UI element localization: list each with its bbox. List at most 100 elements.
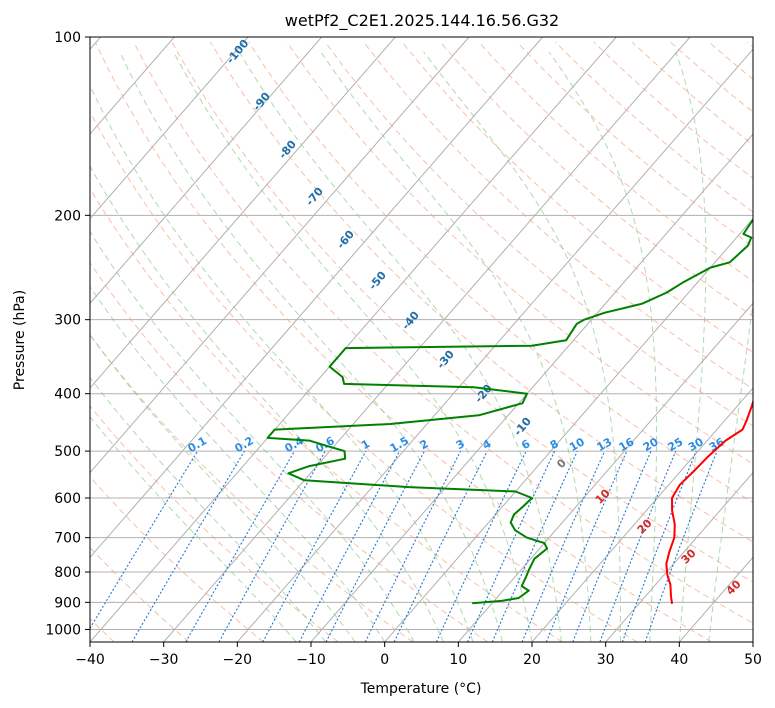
mixing-ratio-line xyxy=(325,450,425,642)
mixing-ratio-line xyxy=(262,450,367,642)
x-axis-ticks: −40 −30 −20 −10 0 10 20 30 40 50 xyxy=(75,642,762,668)
isotherm-line xyxy=(90,37,323,305)
moist-adiabat-line xyxy=(90,285,386,642)
mixing-ratio-lines xyxy=(90,450,718,642)
moist-adiabat-line xyxy=(90,416,297,642)
mixing-ratio-label: 4 xyxy=(480,437,493,452)
x-tick-label: 40 xyxy=(670,652,688,668)
mixing-ratio-line xyxy=(393,450,488,642)
mixing-ratio-line xyxy=(466,450,556,642)
dry-adiabat-line xyxy=(324,41,753,427)
dry-adiabat-label: -90 xyxy=(250,90,273,114)
moist-adiabat-line xyxy=(548,51,657,642)
moist-adiabat-line xyxy=(173,51,533,642)
isotherm-line xyxy=(90,37,617,642)
y-tick-label: 800 xyxy=(54,565,81,581)
dry-adiabat-label: -80 xyxy=(276,138,299,162)
mixing-ratio-line xyxy=(599,450,677,642)
isotherm-line xyxy=(90,37,544,559)
mixing-ratio-line xyxy=(185,450,295,642)
plot-area: -100-90-80-70-60-50-40-30-20-100.1 0.2 0.4… xyxy=(90,37,753,642)
y-tick-label: 100 xyxy=(54,30,81,46)
mixing-ratio-line xyxy=(621,450,697,642)
mixing-ratio-line xyxy=(521,450,606,642)
dry-adiabat-line xyxy=(248,41,753,504)
dry-adiabat-line xyxy=(94,41,712,642)
dry-adiabat-line xyxy=(171,41,753,583)
mixing-ratio-label: 0.4 xyxy=(283,434,307,455)
y-tick-label: 400 xyxy=(54,387,81,403)
x-tick-label: −10 xyxy=(296,652,326,668)
isotherm-line xyxy=(605,471,753,642)
dry-adiabat-label: -40 xyxy=(399,309,422,333)
y-tick-label: 300 xyxy=(54,313,81,329)
dry-adiabat-label: -50 xyxy=(366,269,389,293)
mixing-ratio-line xyxy=(572,450,652,642)
temperature-line xyxy=(665,398,753,604)
y-axis-ticks: 100 200 300 400 500 600 700 800 900 1000 xyxy=(45,30,90,638)
mixing-ratio-label: 8 xyxy=(548,437,561,452)
isotherm-line xyxy=(90,37,249,220)
x-tick-label: −20 xyxy=(223,652,253,668)
dewpoint-line xyxy=(266,217,753,605)
mixing-ratio-line xyxy=(545,450,628,642)
dry-adiabat-label: -30 xyxy=(434,348,457,372)
moist-adiabat-label: 30 xyxy=(679,546,699,566)
dry-adiabat-label: -60 xyxy=(334,228,357,252)
isotherm-line xyxy=(90,37,396,389)
moist-adiabat-line xyxy=(90,165,445,642)
mixing-ratio-line xyxy=(435,450,527,642)
isotherm-line xyxy=(236,48,753,642)
dry-adiabat-label: -20 xyxy=(472,382,495,406)
y-axis-label: Pressure (hPa) xyxy=(12,290,28,390)
moist-adiabat-line xyxy=(238,51,562,642)
y-tick-label: 700 xyxy=(54,531,81,547)
mixing-ratio-line xyxy=(644,450,718,642)
chart-title: wetPf2_C2E1.2025.144.16.56.G32 xyxy=(285,11,559,31)
moist-adiabats xyxy=(90,51,753,642)
y-tick-label: 900 xyxy=(54,595,81,611)
moist-adiabat-label: 40 xyxy=(724,577,744,597)
mixing-ratio-label: 1.5 xyxy=(388,434,411,455)
profile-series xyxy=(266,217,753,605)
plot-frame xyxy=(89,36,754,643)
dry-adiabat-label: -10 xyxy=(511,415,534,439)
x-tick-label: −30 xyxy=(149,652,179,668)
mixing-ratio-line xyxy=(491,450,578,642)
moist-adiabat-line xyxy=(90,84,474,642)
y-tick-label: 1000 xyxy=(45,622,81,638)
x-tick-label: 10 xyxy=(449,652,467,668)
moist-adiabat-line xyxy=(119,51,503,642)
dry-adiabat-line xyxy=(746,41,753,48)
dry-adiabat-line xyxy=(90,187,563,642)
mixing-ratio-label: 1 xyxy=(359,437,372,452)
isotherm-line xyxy=(384,217,753,642)
moist-adiabat-line xyxy=(423,51,621,642)
moist-adiabat-line xyxy=(320,51,592,642)
dry-adiabat-line xyxy=(133,41,753,624)
dry-adiabat-line xyxy=(209,41,753,543)
mixing-ratio-line xyxy=(90,450,199,630)
dry-adiabat-line xyxy=(286,41,753,465)
y-tick-label: 600 xyxy=(54,491,81,507)
dry-adiabat-line xyxy=(90,546,190,642)
isotherm-line xyxy=(90,37,470,474)
isotherm-line xyxy=(752,641,753,642)
x-tick-label: 0 xyxy=(380,652,389,668)
moist-adiabat-line xyxy=(90,376,327,642)
moist-adiabat-line xyxy=(708,299,753,642)
mixing-ratio-label: 6 xyxy=(519,437,532,452)
moist-adiabat-line xyxy=(90,334,356,642)
x-tick-label: −40 xyxy=(75,652,105,668)
mixing-ratio-line xyxy=(298,450,401,642)
dry-adiabat-line xyxy=(90,261,488,642)
moist-adiabat-line xyxy=(675,51,707,642)
dry-adiabat-line xyxy=(90,405,339,642)
dry-adiabat-line xyxy=(363,41,753,390)
mixing-ratio-label: 3 xyxy=(454,437,467,452)
x-tick-label: 20 xyxy=(523,652,541,668)
dry-adiabat-label: -100 xyxy=(224,37,252,67)
y-tick-label: 500 xyxy=(54,444,81,460)
mixing-ratio-line xyxy=(218,450,326,642)
